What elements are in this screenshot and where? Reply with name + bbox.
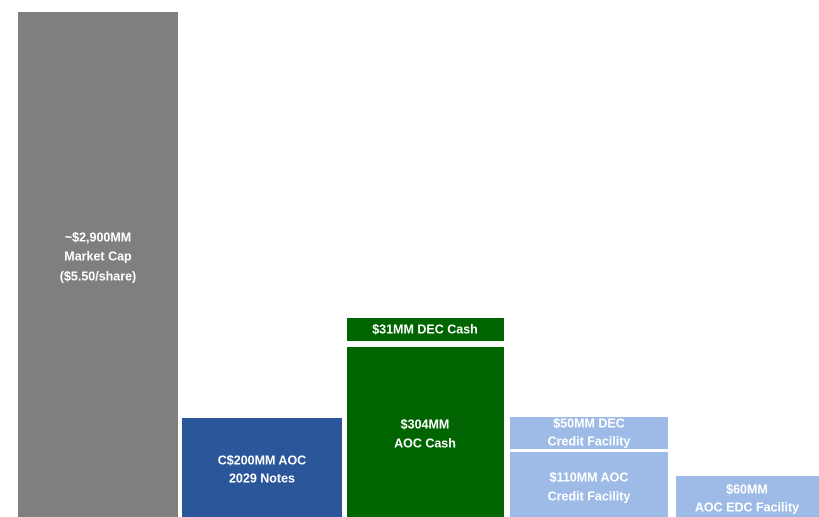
box-label: $31MM DEC Cash <box>372 322 478 336</box>
dec-cash-box <box>347 318 504 341</box>
box-label: Credit Facility <box>548 434 631 448</box>
aoc-facility-box <box>510 452 668 517</box>
box-label: ~$2,900MM <box>65 230 131 244</box>
box-label: Market Cap <box>64 249 132 263</box>
box-label: AOC EDC Facility <box>695 500 799 514</box>
edc-facility-box <box>676 476 819 517</box>
box-label: C$200MM AOC <box>218 453 306 467</box>
market-cap-box <box>18 12 178 517</box>
dec-facility-box <box>510 417 668 449</box>
box-label: $60MM <box>726 482 768 496</box>
box-label: Credit Facility <box>548 489 631 503</box>
box-label: AOC Cash <box>394 436 456 450</box>
box-label: $110MM AOC <box>550 470 629 484</box>
box-label: $50MM DEC <box>553 416 625 430</box>
box-label: ($5.50/share) <box>60 269 136 283</box>
aoc-cash-box <box>347 347 504 517</box>
box-label: 2029 Notes <box>229 471 295 485</box>
box-label: $304MM <box>401 417 450 431</box>
notes-box <box>182 418 342 517</box>
